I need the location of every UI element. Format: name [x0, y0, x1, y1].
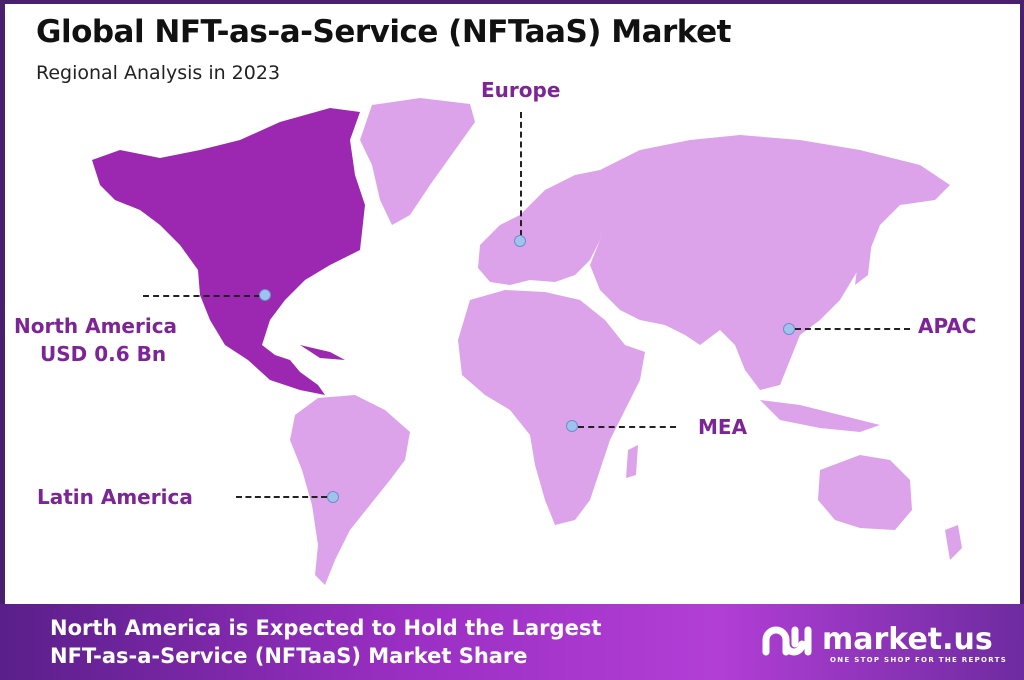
- footer-line-2: NFT-as-a-Service (NFTaaS) Market Share: [50, 644, 528, 668]
- map-north-america: [92, 108, 365, 395]
- map-indonesia: [760, 400, 880, 432]
- label-apac: APAC: [918, 314, 977, 338]
- leader-line-mea: [578, 426, 676, 428]
- map-madagascar: [626, 445, 638, 478]
- footer-line-1: North America is Expected to Hold the La…: [50, 616, 602, 640]
- map-south-america: [290, 395, 410, 585]
- marker-mea: [566, 420, 578, 432]
- leader-line-latin-america: [236, 496, 327, 498]
- label-north-america: North America: [14, 314, 178, 338]
- map-africa: [458, 290, 645, 525]
- map-asia: [590, 135, 950, 390]
- marker-europe: [514, 235, 526, 247]
- logo-name: market.us: [822, 622, 993, 657]
- world-map: [92, 98, 962, 585]
- market-us-logo: market.us: [762, 622, 993, 658]
- page-title: Global NFT-as-a-Service (NFTaaS) Market: [36, 14, 731, 50]
- marker-latin-america: [327, 491, 339, 503]
- page-subtitle: Regional Analysis in 2023: [36, 62, 281, 84]
- footer-headline: North America is Expected to Hold the La…: [50, 614, 601, 670]
- map-caribbean: [300, 345, 345, 360]
- label-north-america-value: USD 0.6 Bn: [40, 342, 167, 366]
- leader-line-north-america: [143, 295, 260, 297]
- label-latin-america: Latin America: [37, 485, 193, 509]
- footer-banner: North America is Expected to Hold the La…: [0, 604, 1024, 680]
- logo-tagline: ONE STOP SHOP FOR THE REPORTS: [830, 656, 1008, 664]
- marker-north-america: [259, 289, 271, 301]
- map-australia: [818, 455, 912, 530]
- leader-line-apac: [795, 328, 910, 330]
- label-mea: MEA: [698, 415, 748, 439]
- market-us-logo-icon: [762, 626, 812, 656]
- map-europe: [478, 170, 610, 285]
- map-greenland: [360, 98, 475, 225]
- map-new-zealand: [945, 525, 962, 560]
- label-europe: Europe: [481, 78, 561, 102]
- map-japan: [855, 240, 872, 285]
- marker-apac: [783, 323, 795, 335]
- leader-line-europe: [520, 112, 522, 236]
